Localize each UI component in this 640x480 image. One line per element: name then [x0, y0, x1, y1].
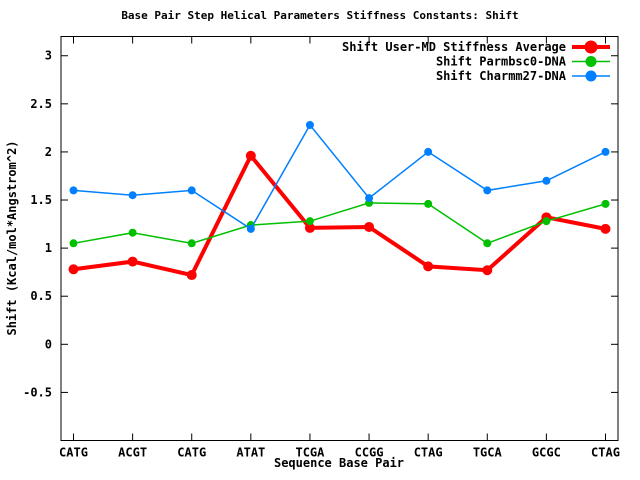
data-point	[482, 265, 493, 276]
y-tick-label: 1	[45, 241, 52, 255]
x-tick-label: CCGG	[355, 446, 384, 460]
series-line	[73, 202, 606, 245]
data-point	[483, 239, 492, 248]
data-point	[601, 199, 610, 208]
data-point	[601, 147, 610, 156]
legend-marker	[585, 56, 597, 67]
data-point	[69, 239, 78, 248]
y-tick-label: 3	[45, 49, 52, 63]
data-point	[245, 150, 256, 161]
legend-entry: Shift Charmm27-DNA	[436, 69, 610, 83]
y-tick-label: 0	[45, 337, 52, 351]
data-point	[364, 221, 375, 232]
data-point	[305, 217, 314, 226]
data-point	[305, 120, 314, 129]
data-point	[483, 186, 492, 195]
series-group	[68, 150, 611, 281]
y-tick-label: -0.5	[23, 385, 52, 399]
series-group	[69, 120, 610, 233]
x-tick-label: CATG	[59, 446, 88, 460]
x-tick-label: CTAG	[414, 446, 443, 460]
plot-border	[60, 36, 619, 441]
data-point	[128, 191, 137, 200]
series-group	[69, 198, 610, 248]
data-series	[68, 120, 611, 281]
y-axis-label: Shift (Kcal/mol*Angstrom^2)	[5, 140, 19, 335]
y-tick-label: 2.5	[30, 97, 52, 111]
legend-entry: Shift User-MD Stiffness Average	[342, 40, 610, 54]
data-point	[542, 217, 551, 226]
legend-label: Shift Parmbsc0-DNA	[436, 55, 567, 69]
data-point	[187, 186, 196, 195]
plot-frame: -0.5 0 0.5 1 1.5 2 2.5 3 CATG ACGT CATG ATAT TCGA CCG…	[23, 36, 620, 460]
data-point	[304, 222, 315, 233]
data-point	[187, 239, 196, 248]
x-tick-label: ATAT	[236, 446, 265, 460]
legend-marker	[584, 40, 598, 54]
x-tick-label: TGCA	[473, 446, 503, 460]
data-point	[127, 256, 138, 267]
legend-marker	[585, 70, 597, 82]
x-tick-label: CATG	[177, 446, 206, 460]
series-line	[73, 123, 606, 230]
data-point	[68, 264, 79, 275]
data-point	[128, 228, 137, 237]
x-tick-label: GCGC	[532, 446, 561, 460]
data-point	[423, 261, 434, 272]
y-tick-label: 2	[45, 145, 52, 159]
legend-label: Shift Charmm27-DNA	[436, 69, 567, 83]
x-tick-label: TCGA	[295, 446, 325, 460]
legend-label: Shift User-MD Stiffness Average	[342, 40, 566, 54]
data-point	[246, 224, 255, 233]
x-tick-label: ACGT	[118, 446, 147, 460]
chart-title: Base Pair Step Helical Parameters Stiffn…	[121, 9, 518, 22]
data-point	[542, 176, 551, 185]
data-point	[186, 270, 197, 281]
legend-entry: Shift Parmbsc0-DNA	[436, 55, 610, 69]
y-tick-label: 1.5	[30, 193, 52, 207]
data-point	[424, 147, 433, 156]
series-line	[73, 152, 606, 278]
x-axis-label: Sequence Base Pair	[274, 456, 404, 470]
data-point	[365, 194, 374, 203]
y-tick-label: 0.5	[30, 289, 52, 303]
data-point	[600, 223, 611, 234]
data-point	[69, 186, 78, 195]
x-tick-label: CTAG	[591, 446, 620, 460]
data-point	[424, 199, 433, 208]
